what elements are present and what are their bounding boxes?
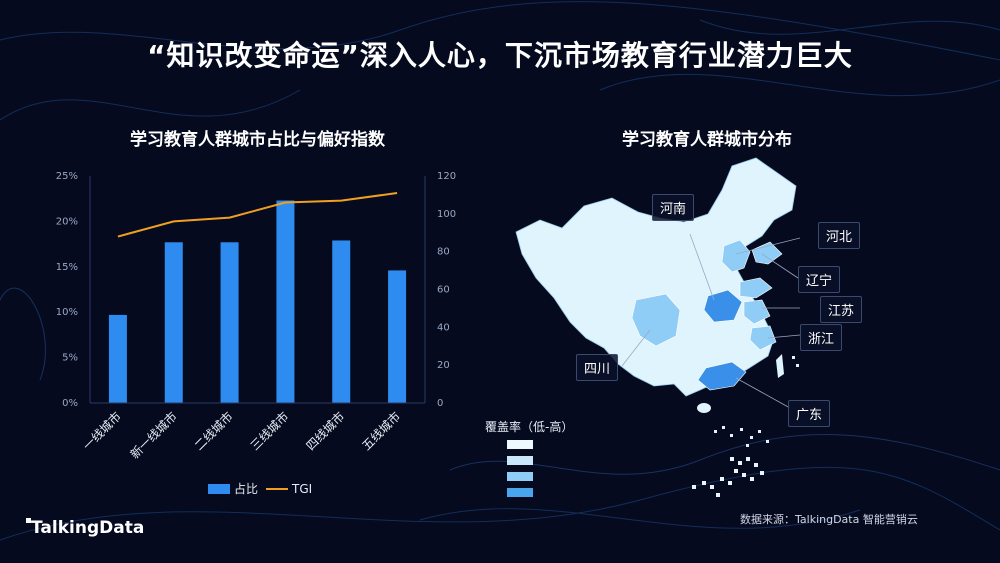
y-right-tick-label: 60 — [437, 285, 450, 296]
bar — [108, 314, 127, 403]
legend-label-bar: 占比 — [234, 481, 258, 496]
x-axis: 一线城市 新一线城市 二线城市 三线城市 四线城市 五线城市 — [79, 402, 425, 462]
y-right-tick-label: 100 — [437, 209, 456, 220]
chart-legend: 占比 TGI — [208, 481, 312, 496]
map-label-guangdong: 广东 — [788, 400, 831, 427]
bar — [220, 242, 239, 403]
y-right-tick-label: 40 — [437, 322, 450, 333]
region-hainan — [697, 403, 711, 413]
map-label-liaoning: 辽宁 — [798, 266, 841, 293]
china-map — [515, 157, 800, 447]
region-sichuan — [631, 293, 681, 347]
bar-chart-title: 学习教育人群城市占比与偏好指数 — [130, 130, 385, 150]
y-left-tick-label: 5% — [62, 353, 78, 364]
map-label-hebei: 河北 — [818, 222, 861, 249]
y-left-tick-label: 25% — [56, 171, 78, 182]
line-series — [117, 192, 398, 238]
bar — [388, 270, 407, 403]
y-right-tick-label: 80 — [437, 247, 450, 258]
y-left-tick-label: 10% — [56, 307, 78, 318]
bar-line-chart: 0% 5% 10% 15% 20% 25% 0 20 40 60 80 100 120 一线城市 新一线… — [56, 171, 456, 496]
tgi-line — [117, 192, 398, 238]
map-title: 学习教育人群城市分布 — [622, 130, 792, 150]
y-right-tick-label: 0 — [437, 398, 443, 409]
coverage-swatch-4 — [507, 488, 533, 497]
islands-decoration — [692, 457, 764, 497]
bar — [276, 200, 295, 403]
region-liaoning — [751, 241, 783, 265]
bar-series — [108, 200, 407, 403]
x-tick-label: 三线城市 — [247, 409, 292, 454]
logo-text: TalkingData — [31, 518, 145, 538]
bar — [164, 242, 183, 403]
right-axis: 0 20 40 60 80 100 120 — [424, 171, 456, 409]
source-note: 数据来源：TalkingData 智能营销云 — [740, 513, 918, 526]
x-tick-label: 二线城市 — [191, 409, 236, 454]
x-tick-label: 四线城市 — [303, 409, 348, 454]
map-label-zhejiang: 浙江 — [800, 324, 843, 351]
legend-label-line: TGI — [291, 482, 312, 496]
coverage-swatch-1 — [507, 440, 533, 449]
bar — [332, 240, 351, 403]
y-right-tick-label: 20 — [437, 360, 450, 371]
region-hebei-beijing — [721, 239, 751, 273]
coverage-legend-title: 覆盖率（低-高） — [485, 420, 574, 434]
map-label-sichuan: 四川 — [576, 354, 619, 381]
legend-swatch-bar — [208, 484, 230, 494]
region-zhejiang — [749, 325, 777, 351]
region-taiwan — [776, 354, 784, 378]
logo-mark-icon — [26, 518, 31, 523]
coverage-swatch-3 — [507, 472, 533, 481]
region-shandong — [739, 277, 773, 299]
map-label-jiangsu: 江苏 — [820, 296, 863, 323]
region-guangdong — [697, 361, 747, 391]
y-left-tick-label: 20% — [56, 216, 78, 227]
x-tick-label: 五线城市 — [359, 409, 404, 454]
map-label-henan: 河南 — [652, 194, 695, 221]
left-axis: 0% 5% 10% 15% 20% 25% — [56, 171, 91, 409]
x-tick-label: 新一线城市 — [127, 409, 180, 462]
x-tick-label: 一线城市 — [79, 409, 124, 454]
y-right-tick-label: 120 — [437, 171, 456, 182]
y-left-tick-label: 0% — [62, 398, 78, 409]
page-title: “知识改变命运”深入人心，下沉市场教育行业潜力巨大 — [147, 39, 853, 72]
region-jiangsu — [743, 299, 771, 325]
y-left-tick-label: 15% — [56, 262, 78, 273]
talkingdata-logo: TalkingData — [25, 518, 144, 538]
coverage-swatch-2 — [507, 456, 533, 465]
